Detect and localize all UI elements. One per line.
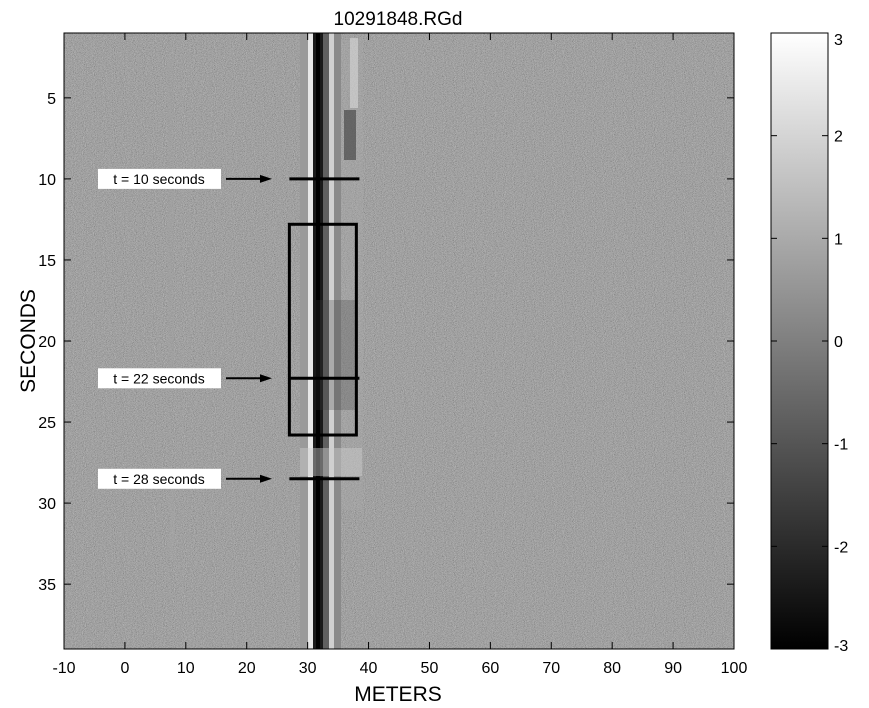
wake-white-patch	[350, 38, 358, 108]
band-black-core	[316, 33, 320, 649]
colorbar-tick-label: -3	[834, 638, 848, 655]
band-mid	[323, 33, 329, 649]
heatmap-image	[64, 33, 734, 649]
y-tick-label: 30	[38, 496, 56, 513]
colorbar-tick-label: 1	[834, 231, 843, 248]
noise-texture	[64, 33, 734, 649]
wake-box-texture	[316, 300, 356, 410]
colorbar-ticks: 3 2 1 0 -1 -2 -3	[771, 32, 848, 655]
x-tick-label: 50	[421, 660, 439, 677]
x-tick-label: 90	[664, 660, 682, 677]
annotation-arrow-head	[260, 474, 272, 483]
x-tick-label: 100	[721, 660, 748, 677]
annotation-label-box	[98, 168, 221, 189]
band-edge-left	[300, 33, 308, 649]
colorbar-tick-label: 3	[834, 32, 843, 49]
annotation-arrow-head	[260, 174, 272, 183]
colorbar-tick-label: -1	[834, 437, 848, 454]
chart-title: 10291848.RGd	[334, 9, 463, 30]
x-tick-label: 20	[238, 660, 256, 677]
x-axis-label: METERS	[354, 683, 442, 706]
y-tick-label: 25	[38, 415, 56, 432]
y-tick-label: 10	[38, 172, 56, 189]
colorbar-tick-label: -2	[834, 539, 848, 556]
annotation-label-box	[98, 468, 221, 489]
annotation-label: t = 10 seconds	[113, 171, 204, 187]
annotation-arrow-head	[260, 374, 272, 383]
x-tick-label: 0	[120, 660, 129, 677]
band-white	[308, 33, 313, 649]
y-axis-label: SECONDS	[17, 289, 40, 393]
y-tick-label: 20	[38, 334, 56, 351]
band-gray-right	[334, 33, 341, 649]
x-tick-label: 40	[360, 660, 378, 677]
wake-dark-patch	[344, 110, 356, 160]
wake-bright-28s	[300, 448, 362, 476]
faint-stripe-left	[168, 60, 174, 380]
x-tick-label: -10	[52, 660, 75, 677]
annotation-label: t = 22 seconds	[113, 370, 204, 386]
x-tick-label: 30	[299, 660, 317, 677]
annotation-label-box	[98, 368, 221, 389]
colorbar-tick-label: 2	[834, 129, 843, 146]
x-tick-label: 60	[481, 660, 499, 677]
x-tick-label: 10	[177, 660, 195, 677]
highlight-box	[287, 222, 358, 437]
y-tick-label: 5	[47, 91, 56, 108]
y-tick-label: 35	[38, 577, 56, 594]
x-tick-label: 70	[542, 660, 560, 677]
band-light	[329, 33, 334, 649]
faint-stripe-left-lower	[170, 470, 175, 560]
y-tick-label: 15	[38, 253, 56, 270]
annotation-label: t = 28 seconds	[113, 471, 204, 487]
x-axis: -10 0 10 20 30 40 50 60 70 80 90 100	[52, 33, 747, 677]
annotations: t = 10 seconds t = 22 seconds t = 28 secon…	[98, 168, 360, 489]
colorbar-tick-label: 0	[834, 334, 843, 351]
colorbar	[770, 32, 829, 650]
y-axis: 5 10 15 20 25 30 35	[38, 91, 734, 594]
x-tick-label: 80	[603, 660, 621, 677]
